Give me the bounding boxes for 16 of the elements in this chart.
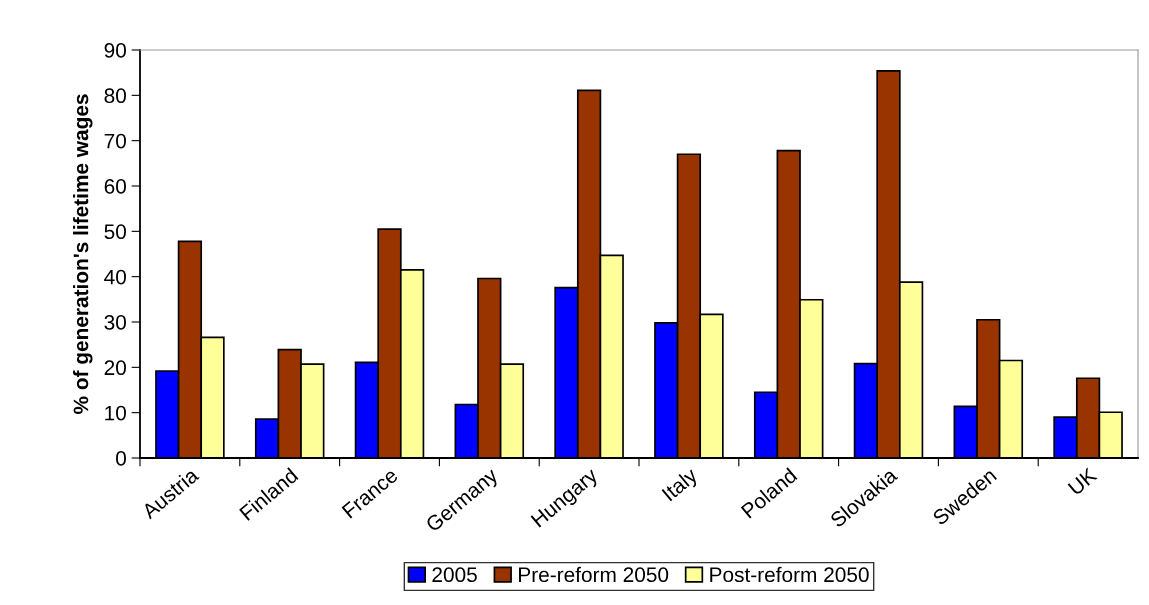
- y-tick-label: 50: [104, 224, 126, 240]
- y-tick-label: 30: [104, 315, 126, 330]
- y-axis-title: % of generation's lifetime wages: [73, 94, 93, 414]
- x-tick-label: UK: [1067, 467, 1098, 496]
- y-tick-label: 60: [104, 179, 126, 194]
- legend-label: 2005: [432, 567, 477, 583]
- y-tick-label: 40: [104, 269, 126, 285]
- y-tick-label: 90: [104, 43, 126, 58]
- y-tick-label: 70: [104, 133, 126, 149]
- x-tick-label: Italy: [661, 466, 702, 505]
- legend-label: Post-reform 2050: [710, 566, 869, 583]
- y-tick-label: 0: [116, 451, 126, 466]
- y-tick-label: 80: [104, 88, 126, 104]
- y-tick-label: 20: [104, 360, 126, 376]
- legend-label: Pre-reform 2050: [519, 566, 669, 583]
- y-tick-label: 10: [105, 405, 126, 421]
